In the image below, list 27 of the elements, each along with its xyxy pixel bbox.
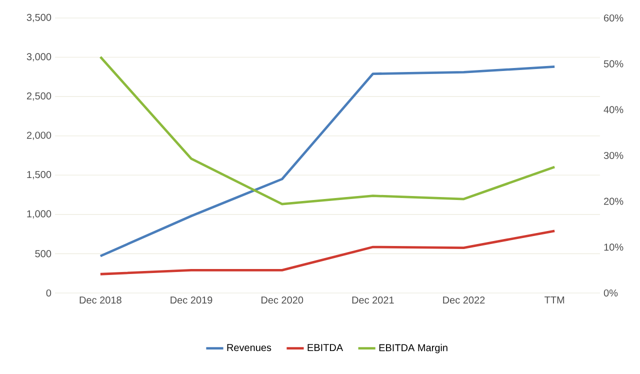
x-tick-label: Dec 2021 [352,296,394,304]
y-tick-label: 2,500 [26,92,52,101]
y-tick-label: 1,500 [27,171,52,180]
x-tick-label: Dec 2019 [170,296,212,304]
y2-tick-label: 60% [604,14,624,22]
y2-tick-label: 10% [604,244,624,251]
line-series [99,56,556,206]
line-series [99,66,556,258]
y-tick-label: 500 [35,250,52,258]
x-tick-label: TTM [544,296,564,304]
y-tick-label: 3,000 [26,53,52,62]
legend-label: Revenues [227,344,272,352]
y2-tick-label: 30% [604,152,624,160]
y-tick-label: 2,000 [26,132,52,140]
y-tick-label: 1,000 [27,210,52,219]
y2-tick-label: 50% [604,60,624,68]
line-series [99,230,556,276]
y2-tick-label: 40% [604,106,624,114]
legend-label: EBITDA Margin [379,344,448,354]
x-tick-label: Dec 2020 [261,296,304,304]
y-tick-label: 3,500 [26,14,52,22]
legend-label: EBITDA [308,344,344,351]
y2-tick-label: 0% [604,289,618,297]
y2-tick-label: 20% [604,198,624,205]
x-tick-label: Dec 2022 [443,296,485,304]
x-tick-label: Dec 2018 [80,296,122,304]
y-tick-label: 0 [46,289,52,297]
